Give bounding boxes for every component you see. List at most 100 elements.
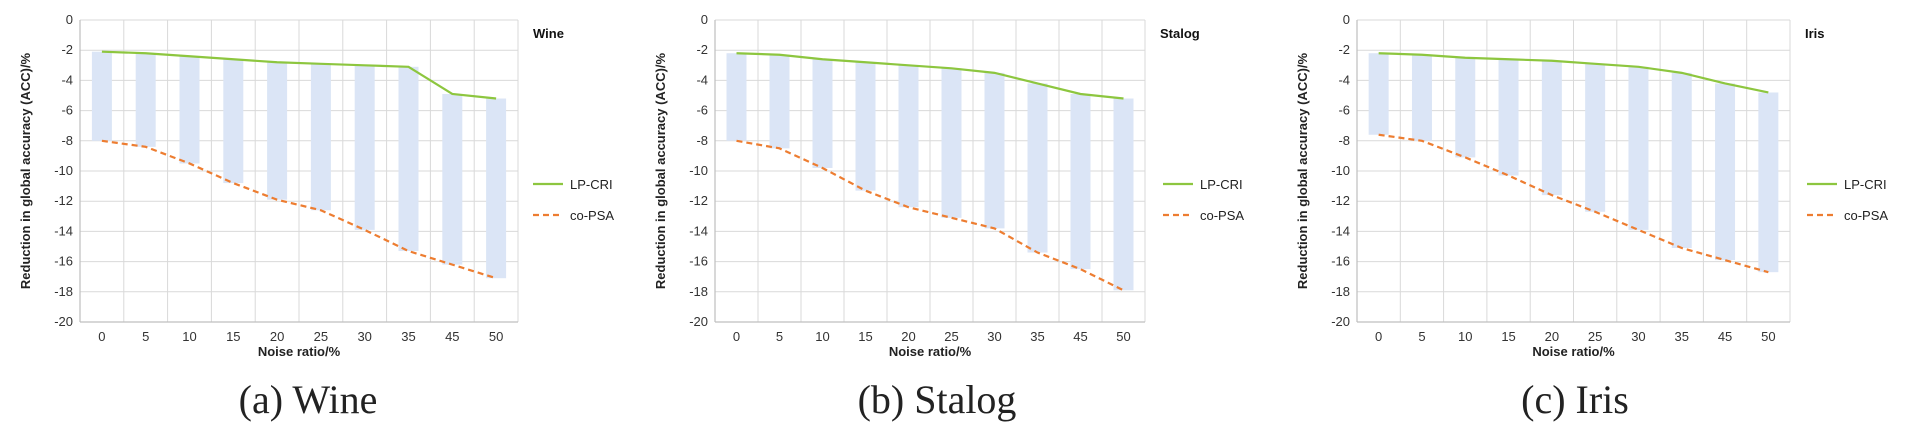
- caption-wine: (a) Wine: [238, 377, 378, 422]
- x-tick-label: 20: [270, 329, 284, 344]
- y-axis-title: Reduction in global accuracy (ACC)/%: [18, 52, 33, 289]
- x-tick-label: 50: [489, 329, 503, 344]
- y-tick-label: -6: [1338, 103, 1350, 118]
- y-tick-label: -4: [61, 72, 73, 87]
- x-tick-label: 35: [1675, 329, 1689, 344]
- gap-bar: [354, 65, 375, 230]
- y-tick-label: -6: [696, 103, 708, 118]
- x-tick-label: 25: [314, 329, 328, 344]
- gap-bar: [1671, 72, 1692, 249]
- x-tick-label: 15: [1501, 329, 1515, 344]
- y-tick-label: 0: [701, 12, 708, 27]
- y-tick-label: -14: [54, 223, 73, 238]
- legend-label-lp-cri: LP-CRI: [1844, 177, 1887, 192]
- y-tick-label: -16: [689, 254, 708, 269]
- y-tick-label: -14: [689, 223, 708, 238]
- gap-bar: [1113, 98, 1134, 291]
- x-tick-label: 45: [1718, 329, 1732, 344]
- x-axis-title: Noise ratio/%: [1532, 344, 1615, 359]
- x-tick-label: 50: [1116, 329, 1130, 344]
- chart-stalog: 0 -2 -4 -6 -8 -10 -12 -14 -16 -18 -20 0 5 10 15 20 25 30 3…: [653, 12, 1244, 359]
- y-tick-label: -16: [54, 254, 73, 269]
- x-tick-label: 30: [357, 329, 371, 344]
- y-tick-label: -10: [689, 163, 708, 178]
- y-tick-label: -18: [689, 284, 708, 299]
- x-tick-label: 15: [858, 329, 872, 344]
- gap-bar: [135, 53, 156, 147]
- x-tick-label: 5: [776, 329, 783, 344]
- gap-bar: [984, 72, 1005, 229]
- x-tick-label: 5: [142, 329, 149, 344]
- chart-title: Stalog: [1160, 26, 1200, 41]
- series-line-lp-cri: [736, 52, 1124, 100]
- y-tick-label: -10: [54, 163, 73, 178]
- y-tick-label: -16: [1331, 254, 1350, 269]
- x-tick-label: 45: [445, 329, 459, 344]
- gap-bar: [1411, 54, 1432, 141]
- x-tick-label: 25: [944, 329, 958, 344]
- gap-bar: [223, 59, 244, 184]
- x-axis-title: Noise ratio/%: [889, 344, 972, 359]
- series-line-co-psa: [101, 139, 497, 280]
- x-tick-label: 35: [1030, 329, 1044, 344]
- y-axis-title: Reduction in global accuracy (ACC)/%: [653, 52, 668, 289]
- x-tick-label: 10: [182, 329, 196, 344]
- y-tick-label: -12: [689, 193, 708, 208]
- gap-bar: [1585, 63, 1606, 212]
- y-tick-label: -20: [54, 314, 73, 329]
- y-tick-label: -4: [696, 72, 708, 87]
- x-axis-title: Noise ratio/%: [258, 344, 341, 359]
- y-tick-label: -8: [696, 133, 708, 148]
- gap-bar: [310, 63, 331, 211]
- x-tick-label: 0: [1375, 329, 1382, 344]
- y-tick-label: -2: [1338, 42, 1350, 57]
- y-tick-label: -20: [1331, 314, 1350, 329]
- x-tick-label: 15: [226, 329, 240, 344]
- y-tick-label: 0: [66, 12, 73, 27]
- y-tick-label: -4: [1338, 72, 1350, 87]
- series-line-lp-cri: [101, 50, 497, 100]
- legend-label-co-psa: co-PSA: [1200, 208, 1244, 223]
- chart-wine: 0 -2 -4 -6 -8 -10 -12 -14 -16 -18 -20 0 5 10 15 20 25 30 3…: [18, 12, 614, 359]
- x-tick-label: 45: [1073, 329, 1087, 344]
- gap-bar: [1541, 60, 1562, 196]
- gap-bar: [812, 59, 833, 168]
- gap-bar: [1455, 57, 1476, 158]
- x-tick-label: 30: [987, 329, 1001, 344]
- x-tick-label: 0: [733, 329, 740, 344]
- y-tick-label: -12: [1331, 193, 1350, 208]
- y-tick-label: -14: [1331, 223, 1350, 238]
- caption-iris: (c) Iris: [1521, 377, 1629, 422]
- gap-bar: [941, 68, 962, 218]
- series-line-lp-cri: [1378, 52, 1769, 94]
- legend-label-co-psa: co-PSA: [570, 208, 614, 223]
- chart-iris: 0 -2 -4 -6 -8 -10 -12 -14 -16 -18 -20 0 5 10 15 20 25 30 3…: [1295, 12, 1888, 359]
- legend-label-lp-cri: LP-CRI: [570, 177, 613, 192]
- chart-title: Iris: [1805, 26, 1825, 41]
- x-tick-label: 10: [815, 329, 829, 344]
- gap-bar: [1368, 53, 1389, 135]
- gap-bar: [1715, 83, 1736, 261]
- y-tick-label: 0: [1343, 12, 1350, 27]
- caption-stalog: (b) Stalog: [857, 377, 1017, 422]
- gap-bar: [769, 54, 790, 149]
- gap-bar: [855, 62, 876, 191]
- gap-bar: [1027, 83, 1048, 253]
- x-tick-label: 10: [1458, 329, 1472, 344]
- gap-bar: [1498, 59, 1519, 176]
- gap-bar: [398, 66, 419, 252]
- gap-bar: [179, 56, 200, 164]
- gap-bar: [1070, 93, 1091, 270]
- x-tick-label: 20: [1545, 329, 1559, 344]
- x-tick-label: 50: [1761, 329, 1775, 344]
- y-axis-title: Reduction in global accuracy (ACC)/%: [1295, 52, 1310, 289]
- y-tick-label: -8: [1338, 133, 1350, 148]
- gap-bar: [486, 98, 507, 279]
- gap-bar: [91, 51, 112, 141]
- gap-bar: [442, 93, 463, 265]
- y-tick-label: -18: [1331, 284, 1350, 299]
- x-tick-label: 35: [401, 329, 415, 344]
- gap-bar: [898, 65, 919, 208]
- gap-bar: [726, 53, 747, 141]
